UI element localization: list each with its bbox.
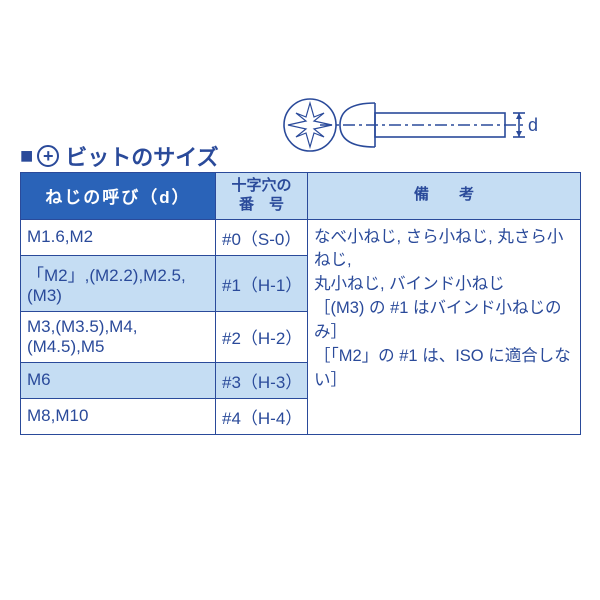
cell-num: #3（H-3） (216, 362, 308, 398)
table-row: M1.6,M2 #0（S-0） なべ小ねじ, さら小ねじ, 丸さら小ねじ, 丸小… (21, 219, 581, 255)
cell-d: M8,M10 (21, 398, 216, 434)
remarks-line: ［(M3) の #1 はバインド小ねじのみ］ (314, 299, 562, 341)
cell-d: M3,(M3.5),M4,(M4.5),M5 (21, 311, 216, 362)
screw-diagram: d (280, 85, 560, 170)
cell-remarks: なべ小ねじ, さら小ねじ, 丸さら小ねじ, 丸小ねじ, バインド小ねじ ［(M3… (308, 219, 581, 434)
cell-num: #1（H-1） (216, 255, 308, 311)
remarks-line: なべ小ねじ, さら小ねじ, 丸さら小ねじ, (314, 228, 563, 270)
cell-num: #0（S-0） (216, 219, 308, 255)
col-header-num: 十字穴の 番 号 (216, 173, 308, 220)
remarks-line: ［「M2」の #1 は、ISO に適合しない］ (314, 347, 571, 389)
cell-num: #2（H-2） (216, 311, 308, 362)
square-bullet-icon: ■ (20, 143, 33, 169)
cell-d: 「M2」,(M2.2),M2.5,(M3) (21, 255, 216, 311)
col-header-num-l2: 番 号 (239, 196, 284, 213)
cell-d: M6 (21, 362, 216, 398)
col-header-d: ねじの呼び（d） (21, 173, 216, 220)
col-header-num-l1: 十字穴の (231, 177, 291, 194)
dim-d-label: d (528, 115, 538, 135)
bit-size-table: ねじの呼び（d） 十字穴の 番 号 備 考 M1.6,M2 #0（S-0） なべ… (20, 172, 581, 435)
section-title: ■ + ビットのサイズ (20, 140, 219, 172)
cell-d: M1.6,M2 (21, 219, 216, 255)
phillips-icon: + (37, 145, 59, 167)
col-header-remarks: 備 考 (308, 173, 581, 220)
cell-num: #4（H-4） (216, 398, 308, 434)
remarks-line: 丸小ねじ, バインド小ねじ (314, 275, 505, 293)
title-text: ビットのサイズ (65, 140, 218, 172)
